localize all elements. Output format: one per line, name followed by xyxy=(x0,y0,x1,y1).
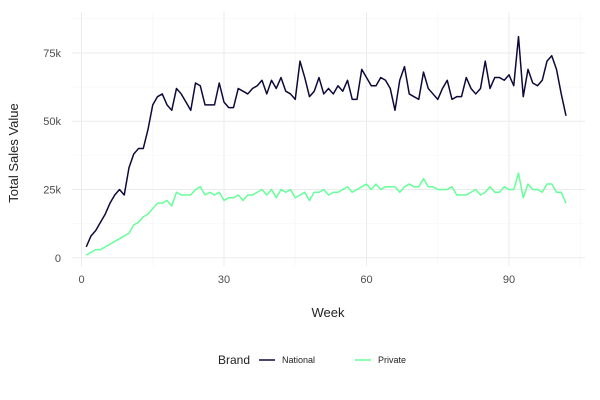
x-axis-ticks: 0 30 60 90 xyxy=(78,274,515,286)
y-tick-label: 50k xyxy=(43,116,61,128)
y-tick-label: 25k xyxy=(43,185,61,197)
grid xyxy=(72,12,585,266)
y-axis-title: Total Sales Value xyxy=(6,103,21,203)
y-axis-ticks: 0 25k 50k 75k xyxy=(43,48,61,265)
x-tick-label: 90 xyxy=(503,274,515,286)
y-tick-label: 0 xyxy=(55,253,61,265)
legend-label-national: National xyxy=(282,355,315,365)
x-tick-label: 60 xyxy=(360,274,372,286)
x-tick-label: 0 xyxy=(78,274,84,286)
series-lines xyxy=(85,35,567,256)
legend: Brand National Private xyxy=(218,353,406,367)
series-line-national xyxy=(85,35,567,248)
y-tick-label: 75k xyxy=(43,48,61,60)
legend-title: Brand xyxy=(218,353,250,367)
series-line-private xyxy=(85,172,567,256)
x-tick-label: 30 xyxy=(218,274,230,286)
legend-label-private: Private xyxy=(378,355,406,365)
x-axis-title: Week xyxy=(312,305,345,320)
